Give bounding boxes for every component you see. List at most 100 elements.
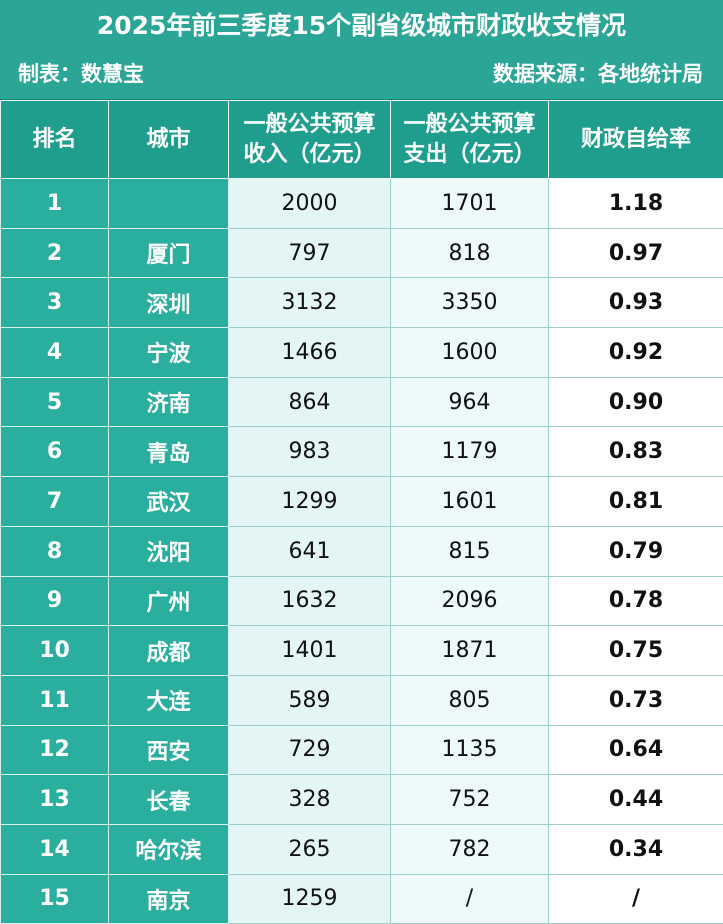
table-cell: 厦门 [108, 227, 229, 279]
table-cell: 805 [390, 674, 549, 726]
table-cell: 深圳 [108, 277, 229, 329]
table-cell: 6 [0, 426, 109, 478]
table-cell: 0.92 [548, 327, 723, 378]
table-row: 10 成都 1401 1871 0.75 [0, 625, 723, 676]
table-row: 4 宁波 1466 1600 0.92 [0, 327, 723, 378]
table-row: 3 深圳 3132 3350 0.93 [0, 277, 723, 329]
table-cell: 815 [390, 525, 549, 577]
table-cell: 589 [228, 674, 391, 726]
table-cell: 哈尔滨 [108, 823, 229, 875]
table: 排名 城市 一般公共预算收入（亿元） 一般公共预算支出（亿元） 财政自给率 1 2000 1… [0, 100, 723, 924]
title: 2025年前三季度15个副省级城市财政收支情况 [96, 11, 627, 40]
maker: 制表：数慧宝 [18, 62, 144, 86]
table-cell: 729 [228, 724, 391, 776]
column-header: 城市 [108, 100, 229, 179]
table-cell: 1632 [228, 575, 391, 627]
table-row: 2 厦门 797 818 0.97 [0, 227, 723, 279]
table-cell: 0.83 [548, 426, 723, 478]
table-cell: 0.81 [548, 476, 723, 527]
column-header: 一般公共预算收入（亿元） [228, 100, 391, 179]
table-cell: 2 [0, 227, 109, 279]
table-row: 12 西安 729 1135 0.64 [0, 724, 723, 776]
table-cell: / [390, 873, 549, 924]
table-cell: 0.44 [548, 774, 723, 825]
table-cell: 15 [0, 873, 109, 924]
table-cell: 0.64 [548, 724, 723, 776]
table-cell: 10 [0, 625, 109, 676]
table-cell: 964 [390, 376, 549, 428]
table-cell: 0.73 [548, 674, 723, 726]
table-row: 11 大连 589 805 0.73 [0, 674, 723, 726]
table-cell: 0.34 [548, 823, 723, 875]
table-cell: 818 [390, 227, 549, 279]
table-cell: 2096 [390, 575, 549, 627]
header: 2025年前三季度15个副省级城市财政收支情况 制表：数慧宝 数据来源：各地统计… [0, 0, 723, 100]
table-cell: 0.78 [548, 575, 723, 627]
table-cell: 7 [0, 476, 109, 527]
table-row: 15 南京 1259// [0, 873, 723, 924]
table-cell: 4 [0, 327, 109, 378]
table-row: 13 长春 328 752 0.44 [0, 774, 723, 825]
table-cell: 8 [0, 525, 109, 577]
table-cell: 1299 [228, 476, 391, 527]
column-header: 排名 [0, 100, 109, 179]
column-header: 一般公共预算支出（亿元） [390, 100, 549, 179]
table-cell: 3350 [390, 277, 549, 329]
table-cell: 0.75 [548, 625, 723, 676]
table-cell: 1135 [390, 724, 549, 776]
table-cell: 14 [0, 823, 109, 875]
table-cell: 2000 [228, 178, 391, 229]
table-row: 14 哈尔滨 265 782 0.34 [0, 823, 723, 875]
table-cell: 南京 [108, 873, 229, 924]
table-cell: 0.93 [548, 277, 723, 329]
header-row: 排名 城市 一般公共预算收入（亿元） 一般公共预算支出（亿元） 财政自给率 [0, 100, 723, 179]
table-cell: 0.97 [548, 227, 723, 279]
table-cell: 328 [228, 774, 391, 825]
table-cell: 1179 [390, 426, 549, 478]
table-cell: 0.90 [548, 376, 723, 428]
table-cell: 5 [0, 376, 109, 428]
table-cell: 864 [228, 376, 391, 428]
table-cell: 1466 [228, 327, 391, 378]
table-cell: 782 [390, 823, 549, 875]
table-cell [108, 178, 229, 229]
table-row: 7 武汉 1299 1601 0.81 [0, 476, 723, 527]
table-cell: 3 [0, 277, 109, 329]
table-cell: 641 [228, 525, 391, 577]
table-cell: 1.18 [548, 178, 723, 229]
table-cell: 宁波 [108, 327, 229, 378]
table-cell: 983 [228, 426, 391, 478]
table-cell: 265 [228, 823, 391, 875]
table-cell: 12 [0, 724, 109, 776]
table-cell: 济南 [108, 376, 229, 428]
table-cell: 13 [0, 774, 109, 825]
table-cell: 3132 [228, 277, 391, 329]
table-cell: 11 [0, 674, 109, 726]
table-row: 1 2000 1701 1.18 [0, 178, 723, 229]
table-cell: 797 [228, 227, 391, 279]
column-header: 财政自给率 [548, 100, 723, 179]
table-cell: 大连 [108, 674, 229, 726]
table-body: 1 2000 1701 1.18 2 厦门 797 818 0.97 3 深圳 3132 3350 0.9… [0, 178, 723, 924]
table-row: 8 沈阳 641 815 0.79 [0, 525, 723, 577]
table-cell: / [548, 873, 723, 924]
table-cell: 1600 [390, 327, 549, 378]
table-cell: 成都 [108, 625, 229, 676]
table-row: 6 青岛 983 1179 0.83 [0, 426, 723, 478]
table-cell: 752 [390, 774, 549, 825]
table-cell: 西安 [108, 724, 229, 776]
table-cell: 广州 [108, 575, 229, 627]
table-cell: 1701 [390, 178, 549, 229]
table-row: 5 济南 864 964 0.90 [0, 376, 723, 428]
table-cell: 1401 [228, 625, 391, 676]
source: 数据来源：各地统计局 [493, 62, 703, 86]
table-cell: 青岛 [108, 426, 229, 478]
table-cell: 沈阳 [108, 525, 229, 577]
table-cell: 武汉 [108, 476, 229, 527]
table-row: 9 广州 1632 2096 0.78 [0, 575, 723, 627]
table-cell: 1871 [390, 625, 549, 676]
table-cell: 1601 [390, 476, 549, 527]
table-cell: 1259 [228, 873, 391, 924]
table-cell: 长春 [108, 774, 229, 825]
